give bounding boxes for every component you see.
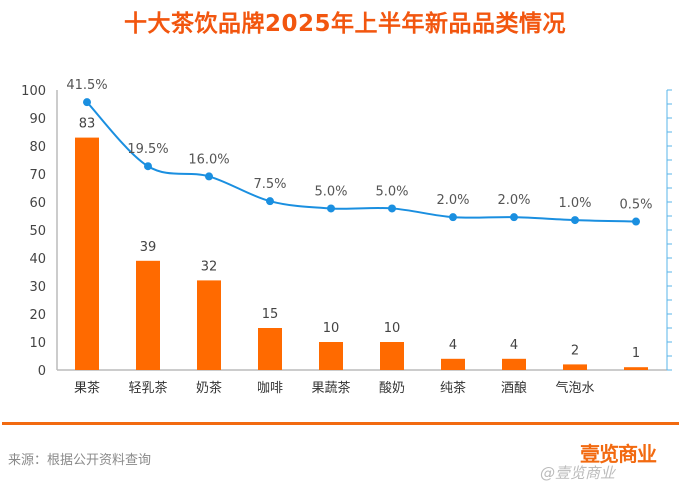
bar: [563, 364, 587, 370]
bar-value-label: 4: [510, 338, 518, 353]
y-tick-label: 60: [29, 196, 46, 211]
x-tick-label: 气泡水: [555, 380, 594, 396]
y-tick-label: 10: [29, 336, 46, 351]
line-value-label: 7.5%: [253, 177, 286, 192]
bar-value-label: 2: [571, 343, 579, 358]
bar-value-label: 10: [384, 321, 401, 336]
line-point: [571, 216, 579, 225]
line-value-label: 16.0%: [188, 152, 229, 167]
share-line: [86, 101, 637, 223]
line-value-label: 1.0%: [558, 196, 591, 211]
bar-value-label: 15: [262, 307, 279, 322]
bar: [75, 137, 99, 370]
line-point: [266, 197, 274, 206]
line-point: [510, 213, 518, 222]
chart-title: 十大茶饮品牌2025年上半年新品品类情况: [123, 11, 566, 37]
line-value-label: 0.5%: [619, 198, 652, 213]
y-tick-label: 30: [29, 280, 46, 295]
bar: [197, 280, 221, 370]
line-point: [144, 162, 152, 171]
line-value-label: 41.5%: [66, 78, 107, 93]
bar: [624, 367, 648, 370]
line-value-label: 19.5%: [127, 142, 168, 157]
bar-value-label: 39: [140, 240, 157, 255]
bar: [441, 358, 465, 370]
bar-value-label: 10: [323, 321, 340, 336]
watermark: @壹览商业: [540, 464, 616, 482]
line-value-label: 5.0%: [375, 184, 408, 199]
x-tick-label: 纯茶: [440, 380, 466, 396]
line-value-label: 5.0%: [314, 184, 347, 199]
x-tick-label: 奶茶: [196, 380, 222, 396]
bar-value-label: 83: [79, 117, 96, 132]
y-tick-label: 90: [29, 112, 46, 127]
line-point: [205, 172, 213, 181]
y-tick-label: 0: [38, 364, 46, 379]
bar-value-label: 4: [449, 338, 457, 353]
line-point: [388, 204, 396, 213]
y-tick-label: 100: [21, 84, 46, 99]
line-value-label: 2.0%: [436, 193, 469, 208]
x-tick-label: 轻乳茶: [128, 380, 167, 396]
line-value-label: 2.0%: [497, 193, 530, 208]
bar: [136, 260, 160, 370]
bar: [380, 342, 404, 370]
source-note: 来源：根据公开资料查询: [8, 453, 152, 468]
y-tick-label: 50: [29, 224, 46, 239]
bar-value-label: 32: [201, 259, 218, 274]
y-tick-label: 80: [29, 140, 46, 155]
line-point: [327, 204, 335, 213]
divider: [2, 422, 679, 425]
bar: [258, 328, 282, 370]
y-tick-label: 20: [29, 308, 46, 323]
x-tick-label: 酒酿: [501, 380, 527, 396]
x-tick-label: 果蔬茶: [311, 380, 350, 396]
line-point: [632, 217, 640, 226]
line-point: [449, 213, 457, 222]
x-tick-label: 果茶: [74, 380, 100, 396]
bar-value-label: 1: [632, 346, 640, 361]
y-tick-label: 70: [29, 168, 46, 183]
chart-svg: 0 10 20 30 40 50 60 70 80 90 100 83 果茶 39 轻乳茶 32 奶茶 15 咖啡 1…: [21, 78, 672, 396]
bar: [319, 342, 343, 370]
brand-logo: 壹览商业: [580, 442, 657, 466]
x-tick-label: 咖啡: [257, 381, 283, 396]
y-tick-label: 40: [29, 252, 46, 267]
bar: [502, 358, 526, 370]
line-point: [83, 98, 91, 107]
x-tick-label: 酸奶: [379, 381, 405, 396]
